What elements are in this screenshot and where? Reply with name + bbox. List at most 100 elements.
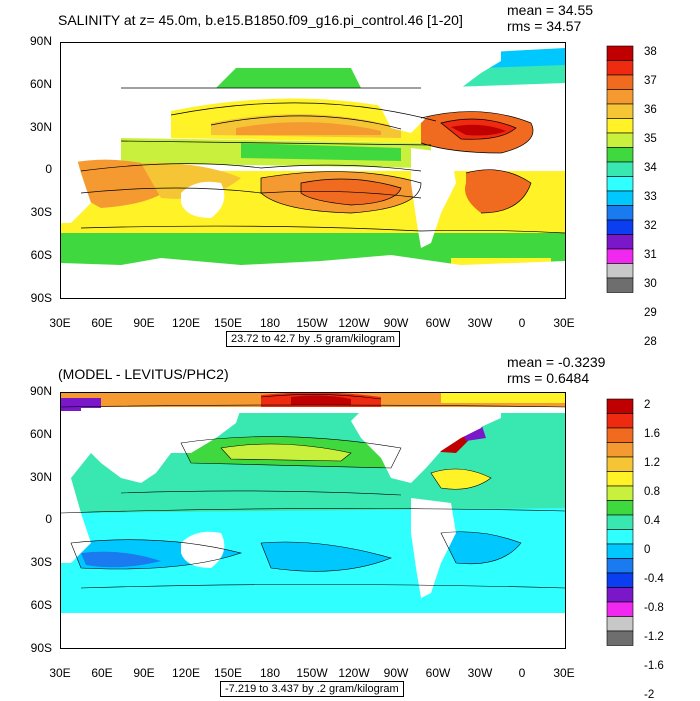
colorbar-swatch — [606, 263, 634, 279]
rms-value: rms = 34.57 — [507, 18, 582, 34]
colorbar-label: -0.4 — [644, 573, 664, 586]
lat-label: 90N — [29, 384, 52, 398]
colorbar-label: 30 — [644, 278, 657, 291]
colorbar-swatch — [606, 529, 634, 545]
colorbar-label: 36 — [644, 104, 657, 117]
lon-label: 90E — [133, 316, 155, 330]
lon-label: 120W — [338, 316, 370, 330]
colorbar-label: 38 — [644, 46, 657, 59]
colorbar-swatch — [606, 176, 634, 192]
lon-label: 180 — [259, 316, 281, 330]
lon-label: 60E — [91, 316, 113, 330]
salinity-field — [61, 43, 565, 298]
colorbar-swatch — [606, 161, 634, 177]
lon-label: 180 — [259, 666, 281, 680]
lon-label: 30E — [553, 316, 575, 330]
lon-label: 150W — [296, 316, 328, 330]
colorbar-swatch — [606, 558, 634, 574]
rms-value: rms = 0.6484 — [507, 370, 590, 386]
lat-label: 0 — [45, 162, 52, 176]
colorbar-swatch — [606, 587, 634, 603]
colorbar-label: 0.8 — [644, 486, 660, 499]
colorbar-swatch — [606, 500, 634, 516]
lon-label: 60W — [425, 316, 451, 330]
colorbar-swatch — [606, 616, 634, 632]
lat-label: 30N — [29, 120, 52, 134]
colorbar-swatch — [606, 398, 634, 414]
lat-label: 30N — [29, 470, 52, 484]
colorbar-swatch — [606, 248, 634, 264]
colorbar-swatch — [606, 543, 634, 559]
mean-value: mean = -0.3239 — [507, 354, 606, 370]
colorbar-swatch — [606, 456, 634, 472]
lat-label: 0 — [45, 512, 52, 526]
colorbar-swatch — [606, 132, 634, 148]
colorbar-swatch — [606, 147, 634, 163]
colorbar-label: 31 — [644, 249, 657, 262]
lon-label: 150E — [213, 666, 243, 680]
lon-label: 120E — [171, 666, 201, 680]
difference-field — [61, 393, 565, 648]
colorbar-label: 37 — [644, 75, 657, 88]
colorbar-label: 28 — [644, 336, 657, 349]
colorbar-swatch — [606, 205, 634, 221]
colorbar-swatch — [606, 427, 634, 443]
lat-label: 60S — [30, 248, 52, 262]
panel-title: SALINITY at z= 45.0m, b.e15.B1850.f09_g1… — [58, 12, 463, 28]
mean-value: mean = 34.55 — [507, 2, 594, 18]
panel-title: (MODEL - LEVITUS/PHC2) — [58, 366, 229, 382]
lat-label: 90S — [30, 291, 52, 305]
colorbar-label: 1.6 — [644, 428, 660, 441]
lon-label: 60W — [425, 666, 451, 680]
colorbar-swatch — [606, 45, 634, 61]
colorbar-swatch — [606, 572, 634, 588]
lon-label: 30E — [553, 666, 575, 680]
colorbar-label: 34 — [644, 162, 657, 175]
salinity-panel: SALINITY at z= 45.0m, b.e15.B1850.f09_g1… — [0, 0, 700, 350]
colorbar-swatch — [606, 74, 634, 90]
lat-label: 30S — [30, 555, 52, 569]
colorbar-label: -1.6 — [644, 660, 664, 673]
difference-panel: (MODEL - LEVITUS/PHC2) mean = -0.3239 rm… — [0, 350, 700, 701]
colorbar-swatch — [606, 60, 634, 76]
lon-label: 90W — [383, 316, 409, 330]
colorbar-boxes — [606, 45, 634, 293]
lat-label: 90S — [30, 641, 52, 655]
lon-label: 0 — [518, 666, 526, 680]
colorbar-swatch — [606, 514, 634, 530]
lat-label: 30S — [30, 205, 52, 219]
colorbar-swatch — [606, 630, 634, 646]
colorbar-swatch — [606, 103, 634, 119]
lon-label: 120E — [171, 316, 201, 330]
lon-label: 30E — [49, 316, 71, 330]
colorbar-swatch — [606, 442, 634, 458]
difference-map — [60, 392, 566, 649]
colorbar-swatch — [606, 118, 634, 134]
colorbar-boxes — [606, 398, 634, 646]
lat-label: 60S — [30, 598, 52, 612]
colorbar-swatch — [606, 277, 634, 293]
lon-label: 30W — [467, 666, 493, 680]
colorbar-label: 1.2 — [644, 457, 660, 470]
lon-label: 60E — [91, 666, 113, 680]
lon-label: 30E — [49, 666, 71, 680]
colorbar-label: -1.2 — [644, 631, 664, 644]
colorbar-label: 0.4 — [644, 515, 660, 528]
colorbar-swatch — [606, 190, 634, 206]
colorbar-swatch — [606, 234, 634, 250]
colorbar-swatch — [606, 485, 634, 501]
colorbar-swatch — [606, 413, 634, 429]
contour-caption: -7.219 to 3.437 by .2 gram/kilogram — [220, 681, 404, 697]
lon-label: 30W — [467, 316, 493, 330]
colorbar-label: -0.8 — [644, 602, 664, 615]
lon-label: 150E — [213, 316, 243, 330]
lat-label: 60N — [29, 77, 52, 91]
colorbar-label: 2 — [644, 399, 651, 412]
colorbar-label: 32 — [644, 220, 657, 233]
lon-label: 90E — [133, 666, 155, 680]
lon-label: 90W — [383, 666, 409, 680]
lat-label: 60N — [29, 427, 52, 441]
colorbar-label: -2 — [644, 689, 655, 701]
lon-label: 0 — [518, 316, 526, 330]
lon-label: 150W — [296, 666, 328, 680]
